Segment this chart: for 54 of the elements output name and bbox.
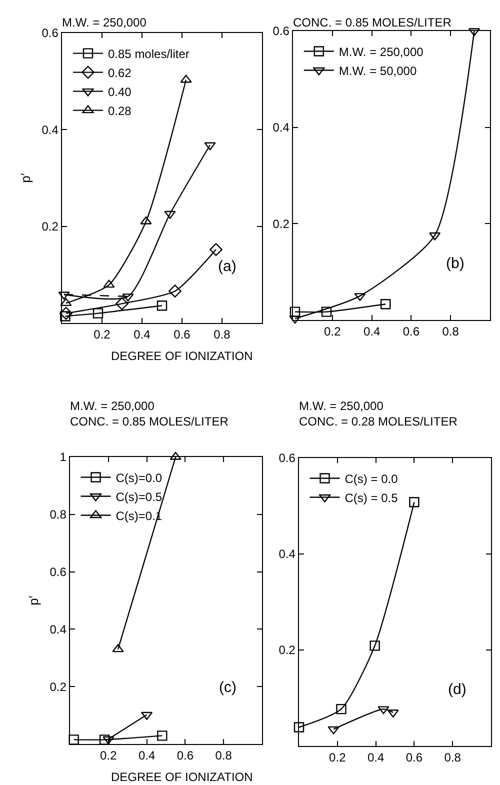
x-tick-label: 0.8 [444, 750, 462, 765]
annotation: (a) [218, 258, 236, 275]
x-axis-title: DEGREE OF IONIZATION [111, 349, 253, 363]
y-axis-title: p′ [26, 595, 41, 606]
chart-title: M.W. = 250,000 [62, 15, 147, 30]
x-tick-label: 0.4 [367, 750, 384, 765]
legend-label: 0.85 moles/liter [108, 46, 190, 61]
y-tick-label: 0.6 [278, 451, 296, 466]
y-tick-label: 0.6 [42, 26, 59, 40]
x-tick-label: 0.8 [215, 748, 232, 763]
x-tick-label: 0.4 [138, 748, 156, 763]
chart-title: M.W. = 250,000 [70, 399, 155, 413]
y-tick-label: 0.6 [50, 565, 67, 579]
y-tick-label: 0.4 [278, 547, 296, 562]
legend-label: C(s)=0.0 [116, 470, 162, 485]
x-axis-title: DEGREE OF IONIZATION [111, 770, 253, 784]
chart-subtitle: CONC. = 0.85 MOLES/LITER [70, 414, 229, 429]
x-tick-label: 0.6 [176, 748, 194, 763]
annotation: (b) [446, 255, 464, 272]
y-tick-label: 1 [60, 450, 67, 464]
x-tick-label: 0.2 [329, 750, 346, 765]
legend-label: C(s)=0.5 [116, 490, 162, 504]
chart-title: M.W. = 250,000 [299, 399, 384, 413]
legend-label: M.W. = 250,000 [338, 44, 424, 59]
legend-label: 0.28 [108, 104, 132, 118]
x-tick-label: 0.2 [94, 328, 111, 342]
x-tick-label: 0.4 [363, 324, 380, 339]
x-tick-label: 0.6 [406, 750, 423, 765]
x-tick-label: 0.8 [214, 328, 231, 342]
chart-subtitle: CONC. = 0.28 MOLES/LITER [299, 414, 458, 429]
legend-label: 0.40 [108, 84, 132, 99]
y-tick-label: 0.2 [42, 220, 59, 234]
chart-title: CONC. = 0.85 MOLES/LITER [293, 15, 452, 30]
y-tick-label: 0.2 [272, 216, 290, 231]
y-axis-title: p′ [18, 172, 33, 183]
annotation: (d) [448, 681, 466, 698]
y-tick-label: 0.8 [50, 508, 67, 522]
legend-label: M.W. = 50,000 [338, 64, 417, 78]
y-tick-label: 0.6 [272, 24, 290, 38]
y-tick-label: 0.2 [278, 643, 296, 658]
x-tick-label: 0.6 [402, 324, 420, 339]
x-tick-label: 0.2 [100, 748, 118, 763]
y-tick-label: 0.4 [42, 122, 59, 137]
x-tick-label: 0.6 [174, 328, 191, 342]
legend-label: C(s) = 0.5 [344, 490, 398, 505]
y-tick-label: 0.4 [272, 120, 290, 135]
x-tick-label: 0.2 [324, 324, 342, 339]
legend-label: 0.62 [108, 66, 132, 80]
y-tick-label: 0.2 [50, 680, 67, 694]
x-tick-label: 0.4 [134, 328, 151, 342]
legend-label: C(s) = 0.0 [344, 472, 398, 486]
annotation: (c) [219, 679, 236, 696]
x-tick-label: 0.8 [442, 324, 460, 339]
y-tick-label: 0.4 [50, 622, 67, 636]
